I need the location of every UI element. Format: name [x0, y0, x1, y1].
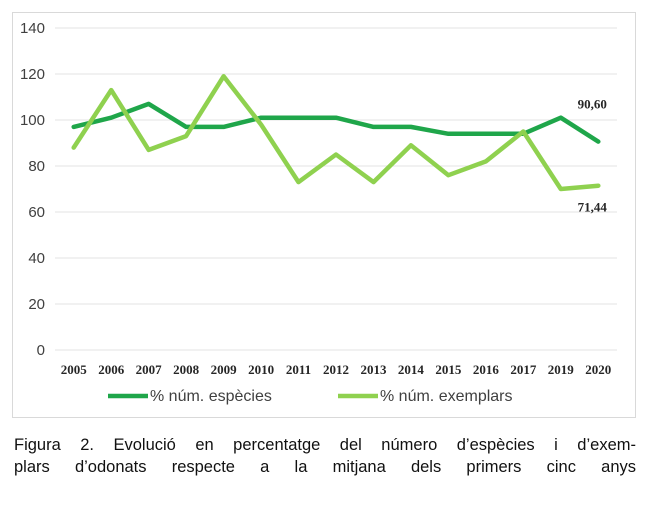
x-tick-label: 2011: [286, 362, 311, 377]
end-value-label-1: 90,60: [578, 97, 607, 112]
x-tick-label: 2020: [585, 362, 611, 377]
legend-label-2: % núm. exemplars: [380, 388, 513, 405]
gridlines: [55, 27, 617, 351]
x-tick-label: 2006: [98, 362, 125, 377]
data-labels: 90,60 71,44: [578, 97, 608, 215]
x-tick-label: 2014: [398, 362, 425, 377]
x-tick-label: 2019: [548, 362, 575, 377]
y-axis: 0 20 40 60 80 100 120 140: [20, 20, 45, 359]
y-tick-label: 40: [28, 250, 45, 267]
x-axis: 2005 2006 2007 2008 2009 2010 2011 2012 2013 2014…: [61, 362, 612, 377]
x-tick-label: 2005: [61, 362, 88, 377]
x-tick-label: 2013: [360, 362, 387, 377]
y-tick-label: 80: [28, 158, 45, 175]
y-tick-label: 20: [28, 296, 45, 313]
legend: % núm. espècies % núm. exemplars: [108, 388, 513, 405]
x-tick-label: 2010: [248, 362, 274, 377]
x-tick-label: 2007: [136, 362, 163, 377]
caption-line-1: Figura 2. Evolució en percentatge del nú…: [14, 436, 636, 454]
x-tick-label: 2008: [173, 362, 200, 377]
y-tick-label: 120: [20, 66, 45, 83]
caption-line-2: plars d’odonats respecte a la mitjana de…: [14, 458, 636, 476]
x-tick-label: 2015: [435, 362, 462, 377]
y-tick-label: 140: [20, 20, 45, 37]
y-tick-label: 60: [28, 204, 45, 221]
x-tick-label: 2009: [211, 362, 238, 377]
end-value-label-2: 71,44: [578, 200, 608, 215]
legend-label-1: % núm. espècies: [150, 388, 272, 405]
series-line-2: [71, 74, 601, 192]
y-tick-label: 100: [20, 112, 45, 129]
figure-caption: Figura 2. Evolució en percentatge del nú…: [14, 434, 636, 478]
x-tick-label: 2012: [323, 362, 349, 377]
y-tick-label: 0: [37, 342, 45, 359]
x-tick-label: 2017: [510, 362, 537, 377]
x-tick-label: 2016: [473, 362, 500, 377]
chart-frame: 0 20 40 60 80 100 120 140 2005 2006 2007 2008 2009 2…: [12, 12, 636, 418]
series-group: [71, 74, 601, 192]
